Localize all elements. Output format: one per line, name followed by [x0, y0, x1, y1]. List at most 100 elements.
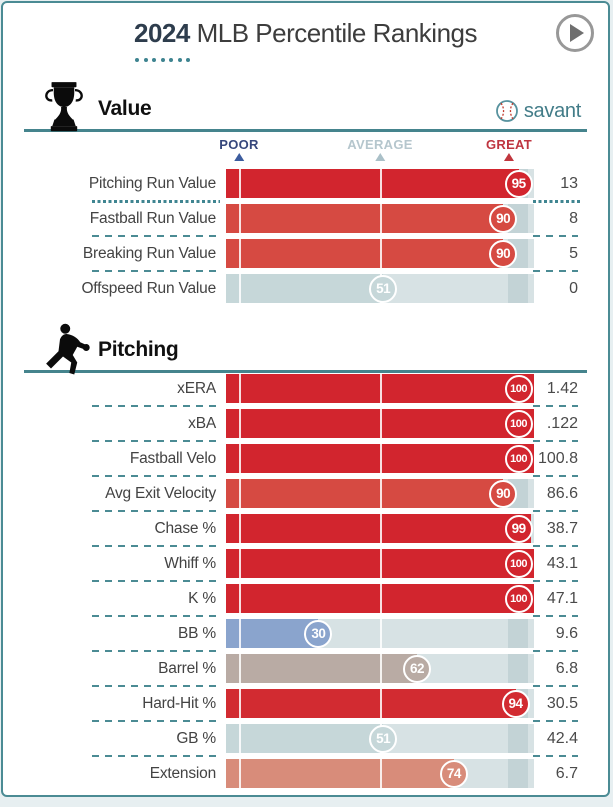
metric-value: 42.4: [546, 729, 578, 747]
row-separator: [3, 754, 608, 758]
metric-row[interactable]: Breaking Run Value 90 5: [3, 238, 608, 269]
percentile-bar: 100: [226, 374, 534, 403]
bar-gridline: [380, 444, 382, 473]
metric-value: 5: [569, 244, 578, 262]
metric-row[interactable]: Avg Exit Velocity 90 86.6: [3, 478, 608, 509]
bar-gridline: [239, 169, 242, 198]
percentile-bar: 100: [226, 549, 534, 578]
bar-track-cap: [507, 274, 528, 303]
percentile-bubble[interactable]: 100: [504, 444, 533, 473]
scale-great: GREAT: [486, 137, 532, 161]
row-separator: [3, 684, 608, 688]
percentile-bubble[interactable]: 90: [489, 479, 518, 508]
metric-row[interactable]: Offspeed Run Value 51 0: [3, 273, 608, 304]
bar-gridline: [239, 479, 242, 508]
row-separator: [3, 234, 608, 238]
metric-value: 8: [569, 209, 578, 227]
percentile-bubble[interactable]: 62: [402, 654, 431, 683]
metric-row[interactable]: BB % 30 9.6: [3, 618, 608, 649]
bar-gridline: [380, 584, 382, 613]
metric-row[interactable]: Chase % 99 38.7: [3, 513, 608, 544]
savant-brand[interactable]: savant: [495, 99, 581, 123]
metric-row[interactable]: xERA 100 1.42: [3, 373, 608, 404]
metric-row[interactable]: Whiff % 100 43.1: [3, 548, 608, 579]
trophy-icon: [42, 79, 86, 135]
percentile-bubble[interactable]: 100: [504, 584, 533, 613]
bar-gridline: [380, 514, 382, 543]
metric-value: 0: [569, 279, 578, 297]
title-rest: MLB Percentile Rankings: [196, 18, 478, 48]
row-separator: [3, 544, 608, 548]
section-title-pitching: Pitching: [98, 338, 179, 361]
metric-value: 30.5: [546, 694, 578, 712]
metric-value: 47.1: [546, 589, 578, 607]
metric-row[interactable]: Fastball Run Value 90 8: [3, 203, 608, 234]
percentile-bar: 99: [226, 514, 534, 543]
bar-gridline: [239, 689, 242, 718]
bar-gridline: [239, 514, 242, 543]
bar-fill: [226, 514, 531, 543]
metric-label: Hard-Hit %: [142, 694, 216, 712]
average-arrow-icon: [375, 153, 385, 161]
metric-row[interactable]: Barrel % 62 6.8: [3, 653, 608, 684]
scale-average: AVERAGE: [347, 137, 412, 161]
percentile-bubble[interactable]: 51: [369, 274, 398, 303]
bar-fill: [226, 654, 417, 683]
percentile-bar: 90: [226, 239, 534, 268]
bar-gridline: [380, 689, 382, 718]
metric-value: 38.7: [546, 519, 578, 537]
metric-row[interactable]: Extension 74 6.7: [3, 758, 608, 789]
metric-value: 1.42: [546, 379, 578, 397]
percentile-bubble[interactable]: 100: [504, 409, 533, 438]
bar-fill: [226, 274, 384, 303]
metric-value: 13: [560, 174, 578, 192]
percentile-bubble[interactable]: 94: [501, 689, 530, 718]
metric-value: 86.6: [546, 484, 578, 502]
metric-row[interactable]: Fastball Velo 100 100.8: [3, 443, 608, 474]
section-header-value: Value savant: [24, 71, 587, 132]
row-separator-selected: [3, 199, 608, 203]
percentile-bubble[interactable]: 90: [489, 204, 518, 233]
row-separator: [3, 614, 608, 618]
metric-value: 6.7: [555, 764, 578, 782]
bar-gridline: [239, 549, 242, 578]
metric-value: 9.6: [555, 624, 578, 642]
play-button[interactable]: [556, 14, 594, 52]
row-separator: [3, 719, 608, 723]
pitcher-icon: [42, 322, 96, 376]
bar-gridline: [380, 409, 382, 438]
great-arrow-icon: [503, 153, 514, 161]
percentile-bar: 90: [226, 479, 534, 508]
bar-track-cap: [507, 654, 528, 683]
bar-gridline: [239, 654, 242, 683]
row-separator: [3, 579, 608, 583]
percentile-bubble[interactable]: 74: [439, 759, 468, 788]
percentile-bubble[interactable]: 51: [369, 724, 398, 753]
metric-row[interactable]: Hard-Hit % 94 30.5: [3, 688, 608, 719]
metric-row[interactable]: Pitching Run Value 95 13: [3, 168, 608, 199]
metric-row[interactable]: xBA 100 .122: [3, 408, 608, 439]
percentile-bar: 62: [226, 654, 534, 683]
bar-gridline: [239, 274, 242, 303]
percentile-bar: 100: [226, 444, 534, 473]
bar-fill: [226, 619, 319, 648]
percentile-bubble[interactable]: 30: [304, 619, 333, 648]
metric-value: 100.8: [537, 449, 578, 467]
percentile-bar: 30: [226, 619, 534, 648]
percentile-bubble[interactable]: 95: [504, 169, 533, 198]
bar-track-cap: [507, 619, 528, 648]
bar-gridline: [380, 204, 382, 233]
percentile-bubble[interactable]: 100: [504, 374, 533, 403]
metric-row[interactable]: K % 100 47.1: [3, 583, 608, 614]
bar-fill: [226, 204, 504, 233]
bar-gridline: [380, 479, 382, 508]
section-header-pitching: Pitching: [24, 312, 587, 376]
row-separator: [3, 474, 608, 478]
percentile-bubble[interactable]: 99: [504, 514, 533, 543]
value-rows: Pitching Run Value 95 13 Fastball Run Value…: [3, 168, 608, 304]
metric-label: BB %: [178, 624, 216, 642]
percentile-bubble[interactable]: 100: [504, 549, 533, 578]
metric-label: Extension: [149, 764, 216, 782]
metric-row[interactable]: GB % 51 42.4: [3, 723, 608, 754]
percentile-bubble[interactable]: 90: [489, 239, 518, 268]
